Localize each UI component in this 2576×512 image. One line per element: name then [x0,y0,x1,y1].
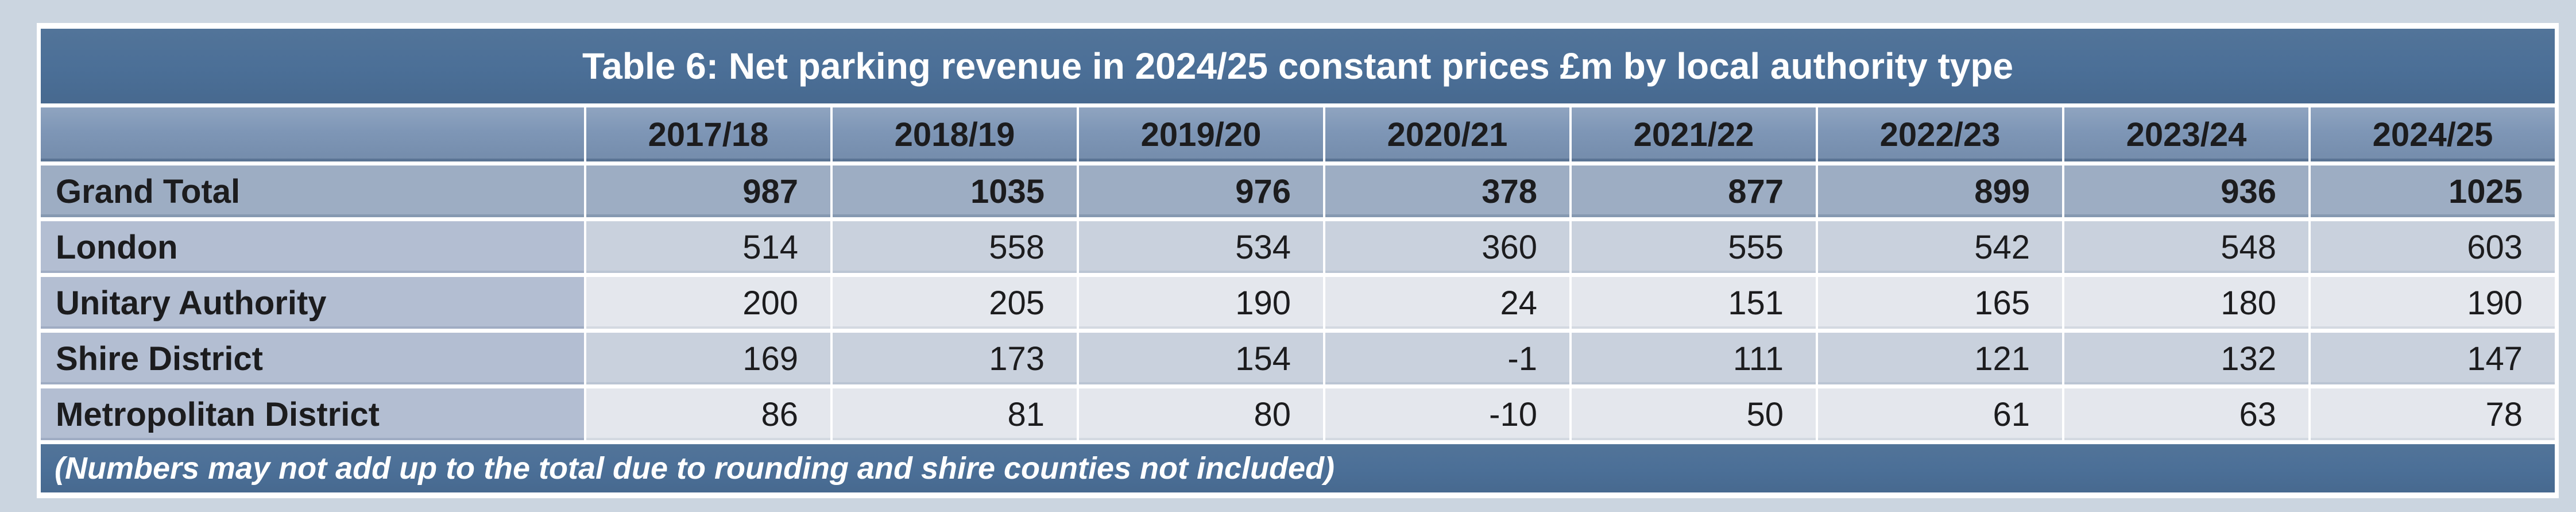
value-cell: 555 [1572,221,1816,273]
table-row: Unitary Authority 200 205 190 24 151 165… [41,277,2555,329]
value-cell: -1 [1325,333,1569,384]
value-cell: 899 [1818,165,2062,217]
value-cell: 987 [586,165,830,217]
value-cell: 976 [1079,165,1323,217]
value-cell: 111 [1572,333,1816,384]
value-cell: 78 [2311,388,2555,440]
value-cell: 534 [1079,221,1323,273]
table-row: Metropolitan District 86 81 80 -10 50 61… [41,388,2555,440]
value-cell: 190 [2311,277,2555,329]
parking-revenue-table: Table 6: Net parking revenue in 2024/25 … [38,25,2557,496]
value-cell: 360 [1325,221,1569,273]
value-cell: 190 [1079,277,1323,329]
value-cell: 558 [833,221,1077,273]
value-cell: 151 [1572,277,1816,329]
value-cell: 81 [833,388,1077,440]
year-header: 2024/25 [2311,107,2555,161]
value-cell: 50 [1572,388,1816,440]
table-frame: Table 6: Net parking revenue in 2024/25 … [37,23,2559,498]
value-cell: 180 [2064,277,2308,329]
value-cell: 24 [1325,277,1569,329]
table-footnote: (Numbers may not add up to the total due… [41,444,2555,492]
value-cell: 542 [1818,221,2062,273]
value-cell: 205 [833,277,1077,329]
table-row: Grand Total 987 1035 976 378 877 899 936… [41,165,2555,217]
year-header: 2017/18 [586,107,830,161]
value-cell: 147 [2311,333,2555,384]
value-cell: -10 [1325,388,1569,440]
value-cell: 132 [2064,333,2308,384]
value-cell: 80 [1079,388,1323,440]
year-header: 2020/21 [1325,107,1569,161]
value-cell: 1035 [833,165,1077,217]
value-cell: 603 [2311,221,2555,273]
value-cell: 200 [586,277,830,329]
value-cell: 548 [2064,221,2308,273]
value-cell: 63 [2064,388,2308,440]
value-cell: 378 [1325,165,1569,217]
year-header: 2019/20 [1079,107,1323,161]
value-cell: 86 [586,388,830,440]
year-header: 2023/24 [2064,107,2308,161]
value-cell: 165 [1818,277,2062,329]
corner-cell [41,107,584,161]
value-cell: 173 [833,333,1077,384]
row-label: London [41,221,584,273]
year-header: 2022/23 [1818,107,2062,161]
row-label: Unitary Authority [41,277,584,329]
value-cell: 877 [1572,165,1816,217]
value-cell: 514 [586,221,830,273]
table-row: London 514 558 534 360 555 542 548 603 [41,221,2555,273]
value-cell: 936 [2064,165,2308,217]
header-row: 2017/18 2018/19 2019/20 2020/21 2021/22 … [41,107,2555,161]
row-label: Grand Total [41,165,584,217]
row-label: Shire District [41,333,584,384]
value-cell: 61 [1818,388,2062,440]
footnote-row: (Numbers may not add up to the total due… [41,444,2555,492]
value-cell: 169 [586,333,830,384]
value-cell: 121 [1818,333,2062,384]
table-title: Table 6: Net parking revenue in 2024/25 … [41,29,2555,103]
row-label: Metropolitan District [41,388,584,440]
year-header: 2021/22 [1572,107,1816,161]
table-row: Shire District 169 173 154 -1 111 121 13… [41,333,2555,384]
value-cell: 1025 [2311,165,2555,217]
year-header: 2018/19 [833,107,1077,161]
title-row: Table 6: Net parking revenue in 2024/25 … [41,29,2555,103]
value-cell: 154 [1079,333,1323,384]
